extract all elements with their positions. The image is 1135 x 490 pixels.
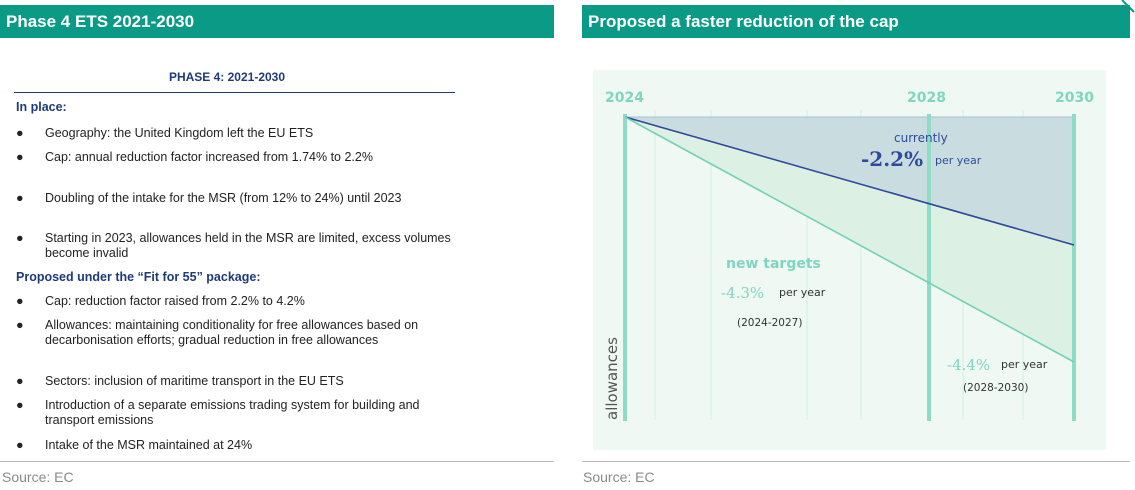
left-source-text: Source: EC <box>2 469 74 485</box>
x-tick-2024: 2024 <box>605 90 644 106</box>
list-item: ● Intake of the MSR maintained at 24% <box>16 438 456 453</box>
bullet-icon: ● <box>16 398 24 412</box>
later-target-unit: per year <box>1001 358 1048 371</box>
current-label: currently <box>894 131 948 145</box>
list-item: ● Cap: reduction factor raised from 2.2%… <box>16 294 456 309</box>
year-bar-2030 <box>1072 114 1076 421</box>
year-bar-2024 <box>623 114 627 421</box>
list-item: ● Doubling of the intake for the MSR (fr… <box>16 191 456 206</box>
list-item-text: Introduction of a separate emissions tra… <box>45 398 420 427</box>
year-bar-2028 <box>927 114 931 421</box>
left-panel-header: Phase 4 ETS 2021-2030 <box>0 5 554 38</box>
later-target-rate: -4.4% <box>947 356 990 374</box>
new-target-line <box>624 116 1075 363</box>
bullet-icon: ● <box>16 231 24 245</box>
current-rate: -2.2% <box>861 147 923 171</box>
list-item: ● Cap: annual reduction factor increased… <box>16 150 456 165</box>
list-item-text: Allowances: maintaining conditionality f… <box>45 318 419 347</box>
title-divider <box>14 92 455 93</box>
new-targets-unit: per year <box>779 286 826 299</box>
left-source-divider <box>0 461 554 462</box>
list-item-text: Intake of the MSR maintained at 24% <box>45 438 253 452</box>
bullet-icon: ● <box>16 191 24 205</box>
new-targets-period: (2024-2027) <box>737 317 802 329</box>
bullet-icon: ● <box>16 150 24 164</box>
phase-table-title: PHASE 4: 2021-2030 <box>168 70 286 84</box>
cap-reduction-chart: 2024 2028 2030 currently -2.2% per year … <box>603 90 1094 421</box>
bullet-icon: ● <box>16 126 24 140</box>
list-item: ● Geography: the United Kingdom left the… <box>16 126 456 141</box>
corner-mark-icon <box>1121 0 1135 13</box>
right-source-divider <box>582 461 1130 462</box>
list-item-text: Doubling of the intake for the MSR (from… <box>45 191 402 205</box>
list-item-text: Sectors: inclusion of maritime transport… <box>45 374 344 388</box>
right-panel-header: Proposed a faster reduction of the cap <box>582 5 1130 38</box>
proposed-heading: Proposed under the “Fit for 55” package: <box>16 270 261 284</box>
bullet-icon: ● <box>16 374 24 388</box>
list-item-text: Cap: annual reduction factor increased f… <box>45 150 373 164</box>
new-targets-label: new targets <box>726 256 821 272</box>
current-unit: per year <box>935 154 982 167</box>
list-item: ● Introduction of a separate emissions t… <box>16 398 456 428</box>
right-source-text: Source: EC <box>583 469 655 485</box>
left-panel-title: Phase 4 ETS 2021-2030 <box>6 11 195 31</box>
list-item: ● Allowances: maintaining conditionality… <box>16 318 456 348</box>
list-item: ● Starting in 2023, allowances held in t… <box>16 231 456 261</box>
list-item: ● Sectors: inclusion of maritime transpo… <box>16 374 456 389</box>
right-panel-title: Proposed a faster reduction of the cap <box>588 11 899 31</box>
x-tick-2028: 2028 <box>907 90 946 106</box>
x-tick-2030: 2030 <box>1055 90 1094 106</box>
bullet-icon: ● <box>16 438 24 452</box>
in-place-heading: In place: <box>16 100 67 114</box>
list-item-text: Cap: reduction factor raised from 2.2% t… <box>45 294 305 308</box>
bullet-icon: ● <box>16 318 24 332</box>
current-trajectory-line <box>624 116 1075 246</box>
new-targets-rate: -4.3% <box>721 284 764 302</box>
list-item-text: Starting in 2023, allowances held in the… <box>45 231 451 260</box>
later-target-period: (2028-2030) <box>963 382 1028 394</box>
list-item-text: Geography: the United Kingdom left the E… <box>45 126 314 140</box>
y-axis-label: allowances <box>603 337 621 420</box>
bullet-icon: ● <box>16 294 24 308</box>
